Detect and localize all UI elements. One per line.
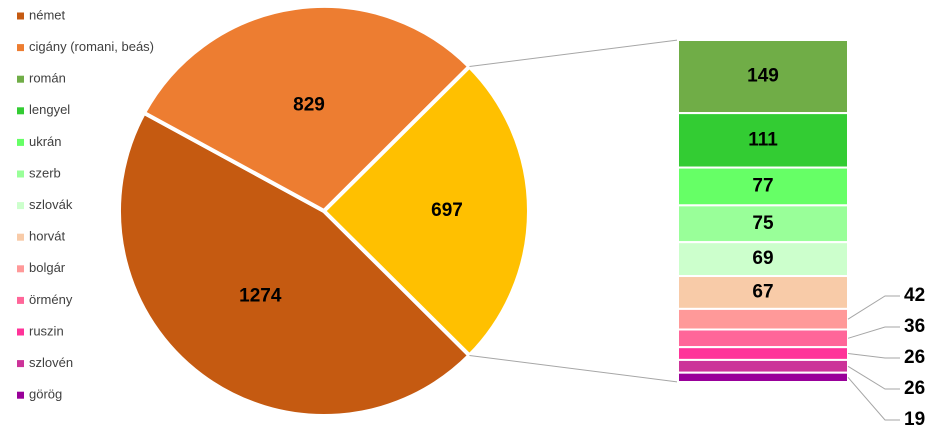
legend-label: görög bbox=[29, 387, 62, 402]
bar-segment bbox=[677, 39, 849, 115]
bar-segment bbox=[677, 166, 849, 207]
legend-label: cigány (romani, beás) bbox=[29, 39, 154, 54]
legend-label: szlovák bbox=[29, 197, 73, 212]
bar-segment bbox=[677, 307, 849, 331]
legend-swatch bbox=[17, 138, 24, 146]
legend-label: ruszin bbox=[29, 323, 64, 338]
legend-swatch bbox=[17, 202, 24, 210]
pie-slice bbox=[141, 4, 473, 214]
legend-label: horvát bbox=[29, 229, 66, 244]
data-label: 697 bbox=[431, 200, 463, 221]
legend-swatch bbox=[17, 170, 24, 178]
data-label: 1274 bbox=[239, 285, 282, 306]
legend-label: bolgár bbox=[29, 260, 66, 275]
data-label: 69 bbox=[752, 248, 773, 269]
legend-label: szlovén bbox=[29, 355, 73, 370]
leader-line bbox=[847, 365, 900, 390]
legend-label: lengyel bbox=[29, 102, 70, 117]
data-label: 26 bbox=[904, 347, 925, 368]
bar-segment bbox=[677, 275, 849, 310]
leader-line bbox=[847, 295, 900, 320]
data-label: 829 bbox=[293, 94, 325, 115]
pie-slice bbox=[117, 110, 473, 418]
data-label: 36 bbox=[904, 316, 925, 337]
legend-swatch bbox=[17, 44, 24, 52]
legend-swatch bbox=[17, 107, 24, 115]
legend-swatch bbox=[17, 391, 24, 399]
data-label: 67 bbox=[752, 281, 773, 302]
data-label: 75 bbox=[752, 213, 774, 234]
bar-segment bbox=[677, 328, 849, 349]
pie-slice bbox=[321, 63, 531, 359]
legend-swatch bbox=[17, 360, 24, 368]
bar-segment bbox=[677, 204, 849, 244]
bar-segment bbox=[677, 371, 849, 383]
legend-swatch bbox=[17, 296, 24, 304]
data-label: 42 bbox=[904, 285, 925, 306]
data-label: 149 bbox=[747, 66, 779, 87]
legend-swatch bbox=[17, 12, 24, 20]
data-label: 26 bbox=[904, 378, 925, 399]
legend-label: szerb bbox=[29, 165, 61, 180]
legend-swatch bbox=[17, 328, 24, 336]
bar-segment bbox=[677, 112, 849, 169]
leader-line bbox=[847, 353, 900, 359]
legend-swatch bbox=[17, 265, 24, 273]
legend-label: német bbox=[29, 7, 66, 22]
bar-segment bbox=[677, 358, 849, 374]
legend-label: ukrán bbox=[29, 134, 62, 149]
leader-line bbox=[847, 326, 900, 339]
connector bbox=[469, 39, 679, 68]
bar-segment bbox=[677, 241, 849, 278]
legend-swatch bbox=[17, 233, 24, 241]
connector bbox=[469, 354, 679, 383]
legend-label: örmény bbox=[29, 292, 73, 307]
bar-segment bbox=[677, 346, 849, 361]
leader-line bbox=[847, 377, 900, 421]
legend-label: román bbox=[29, 71, 66, 86]
data-label: 77 bbox=[752, 175, 773, 196]
data-label: 111 bbox=[748, 129, 778, 150]
data-label: 19 bbox=[904, 409, 925, 430]
legend-swatch bbox=[17, 75, 24, 83]
